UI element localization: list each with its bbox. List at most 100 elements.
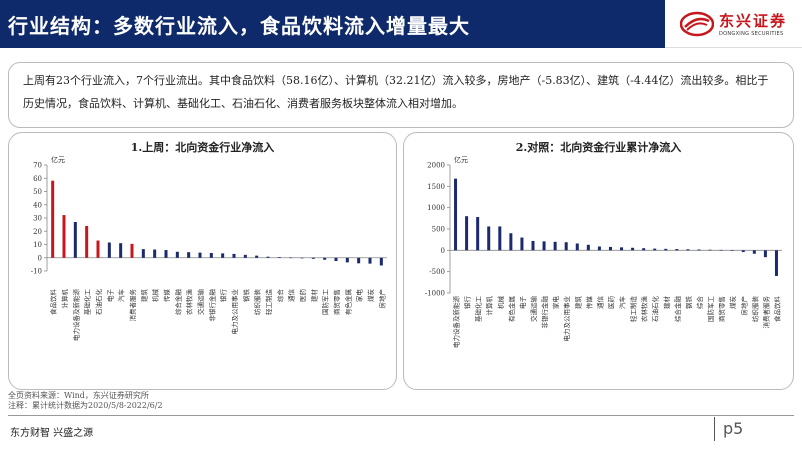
x-tick-label: 非银行金融 xyxy=(540,296,549,329)
x-tick-label: 国防军工 xyxy=(321,289,330,316)
bar-chart-cumulative: 亿元 -1000 -500 0 500 1000 1500 2000 电力设备及新能源 银行 基础化… xyxy=(425,155,782,349)
bar xyxy=(498,226,502,251)
bar xyxy=(198,252,202,258)
bar xyxy=(697,249,701,251)
x-tick-label: 煤炭 xyxy=(366,289,375,303)
bar xyxy=(311,257,315,259)
bar xyxy=(379,257,383,266)
bar xyxy=(300,257,304,259)
bar xyxy=(187,252,191,258)
source-note: 全页资料来源：Wind，东兴证券研究所 注释：累计统计数据为2020/5/8-2… xyxy=(8,391,163,411)
x-tick-label: 食品饮料 xyxy=(772,296,781,323)
y-tick-label: 70 xyxy=(33,162,42,170)
y-tick-label: 40 xyxy=(33,201,42,209)
bar xyxy=(323,257,327,260)
x-tick-label: 通信 xyxy=(287,289,296,303)
x-tick-label: 建筑 xyxy=(139,289,148,303)
bar xyxy=(368,257,372,264)
x-tick-label: 汽车 xyxy=(117,289,126,303)
bar xyxy=(141,249,145,258)
bar xyxy=(597,246,601,251)
x-tick-label: 综合金融 xyxy=(673,296,682,323)
y-tick-label: 50 xyxy=(33,188,42,196)
x-tick-label: 建材 xyxy=(662,296,671,310)
x-tick-label: 农林牧渔 xyxy=(185,289,194,316)
x-tick-label: 建筑 xyxy=(573,296,582,310)
bar xyxy=(752,250,756,254)
y-axis-unit: 亿元 xyxy=(51,155,65,164)
y-tick-label: 1500 xyxy=(427,183,445,191)
footer-divider xyxy=(8,415,794,416)
bar xyxy=(175,251,179,258)
bar xyxy=(509,233,513,251)
bar xyxy=(686,249,690,251)
bar xyxy=(107,242,111,258)
bar xyxy=(741,250,745,253)
x-tick-label: 钢铁 xyxy=(684,296,693,310)
bar xyxy=(774,250,778,276)
bar xyxy=(763,250,767,258)
x-tick-label: 食品饮料 xyxy=(49,289,58,316)
x-tick-label: 非银行金融 xyxy=(207,289,216,322)
y-tick-label: -10 xyxy=(31,268,42,276)
bar xyxy=(465,216,469,251)
x-tick-label: 钢铁 xyxy=(241,289,250,303)
chart-title: 1.上周：北向资金行业净流入 xyxy=(130,141,275,154)
x-tick-label: 轻工制造 xyxy=(264,289,273,316)
header: 行业结构：多数行业流入，食品饮料流入增量最大 东兴证券 DONGXING SEC… xyxy=(0,0,802,48)
y-tick-label: -500 xyxy=(429,268,445,276)
x-tick-label: 医药 xyxy=(606,296,615,310)
x-tick-label: 建材 xyxy=(309,289,318,303)
note-line: 注释：累计统计数据为2020/5/8-2022/6/2 xyxy=(8,401,163,410)
bar xyxy=(520,237,524,251)
bar xyxy=(51,180,55,258)
x-tick-label: 机械 xyxy=(151,289,160,303)
x-tick-label: 电子 xyxy=(518,296,527,310)
x-tick-label: 电力及公用事业 xyxy=(562,296,571,342)
x-tick-label: 消费者服务 xyxy=(128,289,137,322)
x-tick-label: 电力设备及新能源 xyxy=(452,296,461,349)
bar xyxy=(575,243,579,251)
bar xyxy=(476,217,480,251)
x-tick-label: 通信 xyxy=(595,296,604,310)
x-tick-label: 国防军工 xyxy=(706,296,715,323)
chart-title: 2.对照：北向资金行业累计净流入 xyxy=(515,141,682,154)
bar xyxy=(266,256,270,258)
bar xyxy=(664,248,668,251)
y-tick-label: 0 xyxy=(38,254,42,262)
x-tick-label: 综合 xyxy=(695,296,704,310)
bar xyxy=(730,250,734,251)
bar xyxy=(130,243,134,258)
x-tick-label: 综合金融 xyxy=(173,289,182,316)
y-tick-label: 500 xyxy=(432,226,445,234)
x-tick-label: 汽车 xyxy=(618,296,627,310)
bar xyxy=(620,247,624,251)
bar xyxy=(119,243,123,258)
bar xyxy=(153,249,157,258)
x-tick-label: 煤炭 xyxy=(728,296,737,310)
bar xyxy=(334,257,338,262)
bar xyxy=(232,253,236,258)
x-tick-label: 电子 xyxy=(105,289,114,303)
bar xyxy=(542,241,546,251)
x-tick-label: 农林牧渔 xyxy=(640,296,649,323)
chart-panel-cumulative: 2.对照：北向资金行业累计净流入 亿元 -1000 -500 0 500 1000 1500… xyxy=(403,132,794,390)
bar xyxy=(454,178,458,251)
x-tick-label: 传媒 xyxy=(584,296,593,310)
x-tick-label: 计算机 xyxy=(60,289,69,309)
x-tick-label: 交通运输 xyxy=(529,296,538,323)
y-tick-label: -1000 xyxy=(425,290,445,298)
x-tick-label: 商贸零售 xyxy=(717,296,726,322)
bar xyxy=(719,249,723,251)
brand-logo-icon xyxy=(679,11,715,37)
bar xyxy=(487,226,491,251)
bar xyxy=(586,244,590,251)
bar xyxy=(209,252,213,258)
x-tick-label: 石油石化 xyxy=(94,289,103,316)
x-tick-label: 电力设备及新能源 xyxy=(71,289,80,342)
bar xyxy=(642,248,646,251)
bar xyxy=(243,254,247,258)
x-tick-label: 计算机 xyxy=(485,296,494,316)
x-tick-label: 电力及公用事业 xyxy=(230,289,239,335)
x-tick-label: 消费者服务 xyxy=(761,296,770,329)
